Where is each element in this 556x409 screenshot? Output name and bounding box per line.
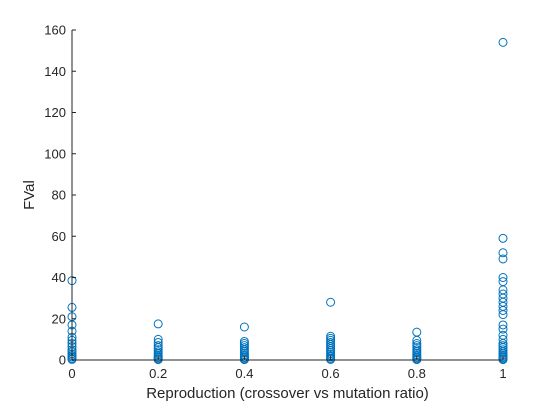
data-point (498, 273, 508, 282)
data-point (412, 335, 422, 345)
y-tick-label: 120 (44, 105, 66, 120)
y-tick-label: 0 (59, 353, 66, 368)
data-point (153, 343, 163, 353)
data-point (412, 341, 422, 351)
data-point (498, 343, 508, 353)
y-tick-label: 80 (52, 188, 66, 203)
y-tick-label: 40 (52, 270, 66, 285)
y-axis-label: FVal (21, 180, 38, 210)
x-tick-label: 0.4 (235, 366, 253, 381)
data-point (498, 320, 508, 330)
data-point (498, 310, 508, 320)
data-point (153, 319, 163, 329)
data-point (239, 322, 249, 332)
data-point (498, 306, 508, 315)
y-tick-label: 20 (52, 311, 66, 326)
data-points (67, 37, 508, 365)
data-point (498, 324, 508, 334)
y-tick-label: 100 (44, 146, 66, 161)
data-point (498, 254, 508, 264)
data-point (326, 342, 336, 352)
x-tick-label: 0.8 (408, 366, 426, 381)
x-tick-label: 0.6 (322, 366, 340, 381)
y-tick-label: 60 (52, 229, 66, 244)
data-point (498, 248, 508, 258)
data-point (412, 327, 422, 337)
x-tick-label: 0 (68, 366, 75, 381)
data-point (498, 37, 508, 47)
data-point (326, 297, 336, 307)
axes (71, 29, 504, 361)
x-tick-label: 0.2 (149, 366, 167, 381)
data-point (153, 337, 163, 347)
x-tick-label: 1 (499, 366, 506, 381)
data-point (239, 341, 249, 351)
data-point (498, 233, 508, 243)
x-axis-label: Reproduction (crossover vs mutation rati… (146, 385, 429, 402)
tick-labels: 0 20 40 60 80 100 120 140 160 0 0.2 0.4 0.6 0.8 1 (44, 23, 506, 382)
data-point (326, 354, 336, 364)
y-tick-label: 140 (44, 64, 66, 79)
y-tick-label: 160 (44, 23, 66, 38)
